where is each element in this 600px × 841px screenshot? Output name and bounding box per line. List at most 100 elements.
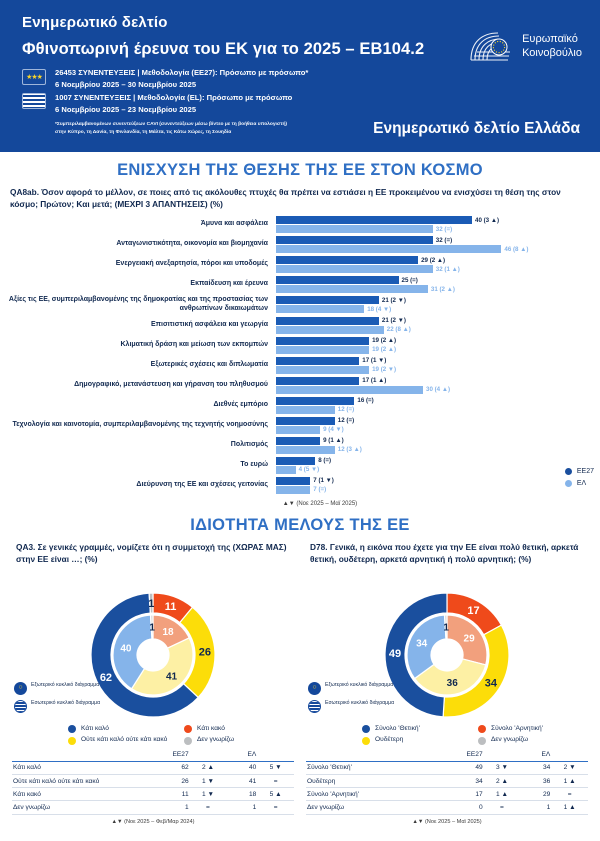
table-cell-value: 5 ▲ — [257, 787, 294, 802]
legend-label: Κάτι κακό — [197, 724, 225, 732]
legend-item: Δεν γνωρίζω — [478, 736, 588, 745]
table-cell-value: = — [257, 774, 294, 789]
bar-rect — [276, 476, 311, 485]
outer-value: 1 — [148, 597, 154, 609]
bar-rect — [276, 236, 433, 245]
bar-row: Κλιματική δράση και μείωση των εκπομπών 1… — [4, 336, 592, 354]
bar-el: 12 (3 ▲) — [276, 445, 592, 454]
table-cell-value: 1 ▼ — [189, 774, 227, 789]
inner-slice — [149, 613, 154, 640]
table-cell-value: 49 — [452, 761, 484, 776]
bar-value-label: 17 (1 ▲) — [362, 377, 387, 385]
section-title-world-position: ΕΝΙΣΧΥΣΗ ΤΗΣ ΘΕΣΗΣ ΤΗΣ ΕΕ ΣΤΟΝ ΚΟΣΜΟ — [117, 161, 483, 179]
table-note-qa3: ▲▼ (Νοε 2025 – Φεβ/Μαρ 2024) — [111, 818, 195, 825]
donut-chart-d78: 17 34 49 29 36 34 1 — [384, 591, 510, 718]
table-note-d78: ▲▼ (Νοε 2025 – Μαϊ 2025) — [412, 818, 482, 825]
bar-rect — [276, 216, 472, 225]
header-el: ΕΛ — [226, 748, 258, 762]
table-cell-value: 41 — [226, 774, 258, 789]
table-cell-value: 1 ▲ — [551, 800, 588, 815]
inner-slice — [413, 657, 487, 696]
table-row: Δεν γνωρίζω 0 = 1 1 ▲ — [306, 800, 588, 815]
category-legend-qa3: Κάτι καλό Κάτι κακό Ούτε κάτι καλό ούτε κά… — [12, 721, 294, 749]
legend-label: Σύνολο 'Θετική' — [375, 724, 420, 732]
bar-row: Το ευρώ 8 (=) 4 (5 ▼) — [4, 456, 592, 474]
bar-row: Επισιτιστική ασφάλεια και γεωργία 21 (2 ▼… — [4, 316, 592, 334]
bar-value-label: 12 (=) — [337, 417, 355, 425]
header-eu27-delta — [189, 748, 227, 762]
table-cell-label: Κάτι κακό — [12, 787, 159, 802]
inner-slice — [112, 613, 153, 690]
bar-group: 40 (3 ▲) 32 (=) — [276, 216, 592, 234]
bar-el: 31 (2 ▲) — [276, 285, 592, 294]
bar-row: Διεθνές εμπόριο 16 (=) 12 (=) — [4, 396, 592, 414]
bar-value-label: 31 (2 ▲) — [430, 285, 455, 293]
greece-ring-icon — [308, 699, 321, 713]
bar-value-label: 19 (2 ▼) — [372, 366, 397, 374]
bar-value-label: 46 (8 ▲) — [504, 245, 529, 253]
bar-rect — [276, 336, 370, 345]
bar-eu27: 8 (=) — [276, 456, 592, 465]
bar-chart-note: ▲▼ (Νοε 2025 – Μαϊ 2025) — [282, 500, 358, 507]
methodology-lines: 26453 ΣΥΝΕΝΤΕΥΞΕΙΣ | Μεθοδολογία (ΕΕ27):… — [55, 67, 308, 136]
legend-color-dot — [68, 725, 76, 734]
pie-panels: QA3. Σε γενικές γραμμές, νομίζετε ότι η … — [0, 541, 600, 825]
bar-el: 32 (=) — [276, 225, 592, 234]
legend-label-el: ΕΛ — [576, 479, 587, 487]
bar-row: Εκπαίδευση και έρευνα 25 (=) 31 (2 ▲) — [4, 276, 592, 294]
ring-legend-qa3: Εξωτερικό κυκλικό διάγραμμα Εσωτερικό κυ… — [14, 681, 100, 713]
bar-row: Ανταγωνιστικότητα, οικονομία και βιομηχα… — [4, 236, 592, 254]
bar-row: Πολιτισμός 9 (1 ▲) 12 (3 ▲) — [4, 436, 592, 454]
ep-emblem-icon — [470, 32, 511, 61]
table-row: Ουδέτερη 34 2 ▲ 36 1 ▲ — [306, 774, 588, 789]
table-cell-value: 1 — [226, 800, 258, 815]
bar-category-label: Πολιτισμός — [230, 440, 268, 448]
bar-value-label: 4 (5 ▼) — [298, 466, 320, 474]
header-el-delta — [257, 748, 294, 762]
outer-value: 11 — [165, 600, 177, 612]
bar-rect — [276, 405, 335, 414]
bar-eu27: 32 (=) — [276, 236, 592, 245]
outer-slice — [384, 591, 448, 718]
bar-group: 25 (=) 31 (2 ▲) — [276, 276, 592, 294]
table-cell-value: = — [257, 800, 294, 815]
table-cell-value: 11 — [158, 787, 190, 802]
legend-item: Δεν γνωρίζω — [184, 736, 294, 745]
legend-label: Ουδέτερη — [375, 736, 404, 744]
bar-category-label: Τεχνολογία και καινοτομία, συμπεριλαμβαν… — [12, 420, 268, 428]
bar-value-label: 25 (=) — [401, 276, 418, 284]
table-header-row: ΕΕ27 ΕΛ — [306, 748, 588, 762]
table-cell-value: = — [483, 800, 521, 815]
legend-label-eu27: ΕΕ27 — [576, 467, 594, 475]
pie-wrap-qa3: 11 26 62 1 18 41 40 1 Εξωτερικό κυκλικό διάγραμ… — [12, 589, 294, 721]
bar-row: Δημογραφικό, μετανάστευση και γήρανση το… — [4, 376, 592, 394]
inner-value: 41 — [166, 671, 178, 682]
header-eu27-delta — [483, 748, 521, 762]
bar-el: 18 (4 ▼) — [276, 305, 592, 314]
bar-row: Ενεργειακή ανεξαρτησία, πόροι και υποδομ… — [4, 256, 592, 274]
european-parliament-logo: Ευρωπαϊκό Κοινοβούλιο — [468, 30, 582, 64]
legend-item-eu27: ΕΕ27 — [564, 467, 594, 475]
bar-el: 7 (=) — [276, 485, 592, 494]
table-cell-value: 29 — [520, 787, 552, 802]
outer-value: 26 — [199, 646, 211, 658]
bar-rect — [276, 445, 335, 454]
header-eu27: ΕΕ27 — [452, 748, 484, 762]
legend-color-dot — [184, 725, 192, 734]
legend-color-dot — [478, 725, 486, 734]
bar-rect — [276, 245, 502, 254]
bar-category-label: Ανταγωνιστικότητα, οικονομία και βιομηχα… — [116, 240, 268, 248]
bar-row: Εξωτερικές σχέσεις και διπλωματία 17 (1 ▼… — [4, 356, 592, 374]
bar-rect — [276, 425, 321, 434]
legend-color-dot — [184, 736, 192, 745]
inner-slice — [446, 613, 488, 666]
bar-category-label: Ενεργειακή ανεξαρτησία, πόροι και υποδομ… — [115, 260, 268, 268]
bar-rect — [276, 325, 384, 334]
bar-eu27: 29 (2 ▲) — [276, 256, 592, 265]
bar-value-label: 7 (1 ▼) — [313, 477, 334, 485]
methodology-line-3: 1007 ΣΥΝΕΝΤΕΥΞΕΙΣ | Μεθοδολογία (EL): Πρ… — [55, 92, 293, 102]
section-title-membership: ΙΔΙΟΤΗΤΑ ΜΕΛΟΥΣ ΤΗΣ ΕΕ — [190, 515, 410, 534]
bar-rect — [276, 305, 365, 314]
table-cell-value: 2 ▼ — [551, 761, 588, 776]
